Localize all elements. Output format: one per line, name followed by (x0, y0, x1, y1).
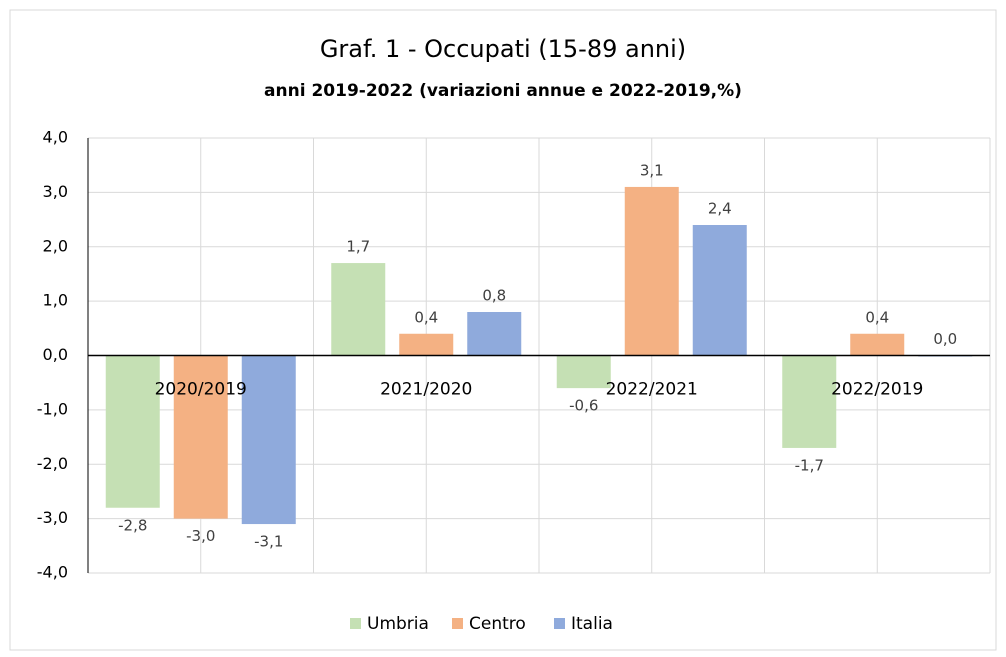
y-tick-label: -1,0 (37, 399, 68, 418)
value-label: 0,8 (482, 287, 506, 305)
y-tick-label: 4,0 (43, 128, 68, 147)
y-tick-label: 3,0 (43, 182, 68, 201)
y-tick-label: 0,0 (43, 345, 68, 364)
value-label: -2,8 (118, 516, 147, 534)
legend-swatch (350, 618, 361, 629)
y-tick-label: -3,0 (37, 508, 68, 527)
bar (331, 263, 386, 356)
y-tick-label: 2,0 (43, 236, 68, 255)
legend-label: Italia (571, 614, 613, 634)
bar (173, 355, 228, 519)
bar (556, 355, 611, 389)
chart-subtitle: anni 2019-2022 (variazioni annue e 2022-… (264, 81, 742, 101)
value-label: 2,4 (708, 200, 732, 218)
value-label: -0,6 (569, 397, 598, 415)
value-label: -1,7 (795, 456, 824, 474)
value-label: 0,4 (414, 308, 438, 326)
bar (782, 355, 837, 448)
y-tick-label: -2,0 (37, 454, 68, 473)
bar (399, 333, 454, 356)
x-tick-label: 2020/2019 (155, 380, 247, 400)
bar (692, 225, 747, 356)
chart-title: Graf. 1 - Occupati (15-89 anni) (320, 35, 686, 63)
value-label: 0,0 (933, 330, 957, 348)
legend-label: Centro (469, 614, 526, 634)
y-tick-label: -4,0 (37, 563, 68, 582)
bar (624, 186, 679, 356)
x-tick-label: 2021/2020 (380, 380, 472, 400)
bar (467, 312, 522, 356)
legend-swatch (452, 618, 463, 629)
x-tick-label: 2022/2021 (606, 380, 698, 400)
x-tick-label: 2022/2019 (831, 380, 923, 400)
y-tick-label: 1,0 (43, 291, 68, 310)
value-label: -3,0 (186, 527, 215, 545)
bar (241, 355, 296, 525)
value-label: -3,1 (254, 533, 283, 551)
legend-swatch (554, 618, 565, 629)
value-label: 3,1 (640, 161, 664, 179)
bar (105, 355, 160, 508)
bar (850, 333, 905, 356)
value-label: 0,4 (865, 308, 889, 326)
legend-label: Umbria (367, 614, 429, 634)
value-label: 1,7 (346, 238, 370, 256)
